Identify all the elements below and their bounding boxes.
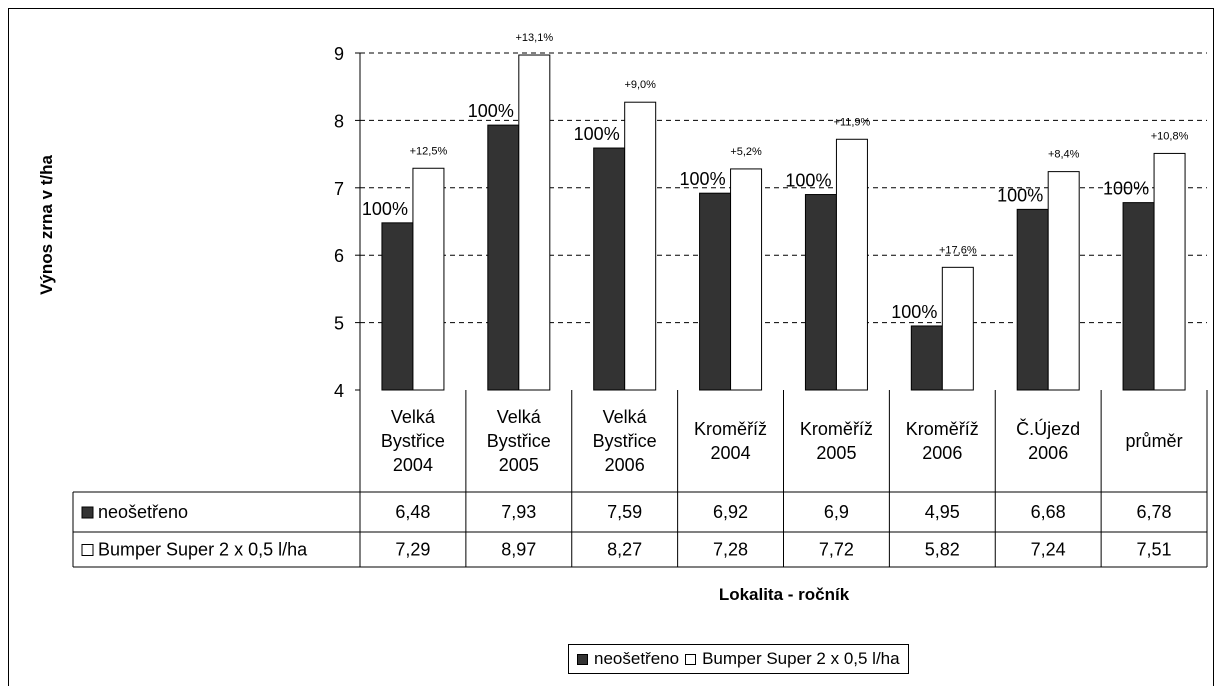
y-tick-label: 8: [334, 111, 344, 131]
x-tick-label: 2006: [922, 443, 962, 463]
table-cell-value: 8,97: [501, 540, 536, 560]
x-tick-label: 2005: [499, 455, 539, 475]
table-cell-value: 6,78: [1137, 502, 1172, 522]
x-tick-label: Kroměříž: [906, 419, 979, 439]
legend-label-bumper: Bumper Super 2 x 0,5 l/ha: [702, 649, 900, 668]
x-tick-label: 2004: [393, 455, 433, 475]
table-cell-value: 6,9: [824, 502, 849, 522]
bar-annotation-increase: +11,9%: [834, 116, 871, 128]
bar-annotation-increase: +10,8%: [1151, 130, 1189, 142]
bar-bumper: [1153, 152, 1186, 391]
table-cell-value: 8,27: [607, 540, 642, 560]
legend-swatch-neosetreno: [577, 653, 588, 665]
bar-annotation-percent: 100%: [680, 169, 726, 189]
legend-label-neosetreno: neošetřeno: [594, 649, 680, 668]
x-tick-label: Bystřice: [487, 431, 551, 451]
bar-annotation-percent: 100%: [891, 302, 937, 322]
bar-annotation-increase: +12,5%: [410, 145, 448, 157]
table-cell-value: 4,95: [925, 502, 960, 522]
bar-annotation-increase: +9,0%: [624, 79, 656, 91]
bar-neosetreno: [381, 222, 414, 391]
bar-annotation-increase: +8,4%: [1048, 149, 1080, 161]
table-cell-value: 7,29: [395, 540, 430, 560]
x-tick-label: Kroměříž: [694, 419, 767, 439]
table-cell-value: 7,59: [607, 502, 642, 522]
x-tick-label: Bystřice: [381, 431, 445, 451]
legend-swatch-bumper: [685, 653, 697, 665]
bar-bumper: [941, 266, 974, 391]
bar-bumper: [412, 167, 445, 391]
x-tick-label: Kroměříž: [800, 419, 873, 439]
table-cell-value: 7,28: [713, 540, 748, 560]
bar-annotation-percent: 100%: [362, 199, 408, 219]
x-tick-label: Velká: [391, 407, 436, 427]
table-cell-value: 7,24: [1031, 540, 1066, 560]
x-tick-label: 2005: [816, 443, 856, 463]
bar-neosetreno: [1122, 202, 1155, 391]
x-axis-title: Lokalita - ročník: [719, 585, 850, 604]
bar-annotation-percent: 100%: [1103, 179, 1149, 199]
bar-bumper: [835, 138, 868, 391]
bar-bumper: [1047, 171, 1080, 391]
table-cell-value: 6,92: [713, 502, 748, 522]
bar-neosetreno: [1016, 208, 1049, 391]
y-tick-label: 7: [334, 179, 344, 199]
legend: neošetřeno Bumper Super 2 x 0,5 l/ha: [568, 644, 909, 674]
bar-annotation-percent: 100%: [997, 185, 1043, 205]
y-tick-label: 9: [334, 44, 344, 64]
bar-annotation-increase: +17,6%: [939, 244, 977, 256]
y-tick-label: 4: [334, 381, 344, 401]
table-cell-value: 7,72: [819, 540, 854, 560]
bar-bumper: [518, 54, 551, 391]
bar-annotation-increase: +5,2%: [730, 146, 762, 158]
bar-neosetreno: [699, 192, 732, 391]
y-tick-label: 6: [334, 246, 344, 266]
chart-frame: [8, 8, 1214, 686]
table-cell-value: 7,51: [1137, 540, 1172, 560]
bar-annotation-percent: 100%: [785, 171, 831, 191]
bar-annotation-percent: 100%: [468, 101, 514, 121]
x-tick-label: průměr: [1126, 431, 1183, 451]
y-tick-label: 5: [334, 314, 344, 334]
x-tick-label: 2006: [1028, 443, 1068, 463]
table-row-label: neošetřeno: [98, 502, 188, 522]
table-row-swatch: [81, 506, 94, 519]
bar-neosetreno: [910, 325, 943, 391]
bar-bumper: [624, 101, 657, 391]
y-axis-title: Výnos zrna v t/ha: [37, 155, 56, 295]
x-tick-label: 2004: [711, 443, 751, 463]
table-row-label: Bumper Super 2 x 0,5 l/ha: [98, 540, 308, 560]
x-tick-label: Velká: [497, 407, 542, 427]
bar-neosetreno: [593, 147, 626, 391]
bar-annotation-increase: +13,1%: [516, 32, 554, 44]
table-cell-value: 6,48: [395, 502, 430, 522]
bar-annotation-percent: 100%: [574, 124, 620, 144]
x-tick-label: Č.Újezd: [1016, 418, 1080, 439]
table-cell-value: 5,82: [925, 540, 960, 560]
x-tick-label: Bystřice: [593, 431, 657, 451]
bar-neosetreno: [487, 124, 520, 391]
bar-bumper: [730, 168, 763, 391]
x-tick-label: 2006: [605, 455, 645, 475]
table-cell-value: 6,68: [1031, 502, 1066, 522]
bar-neosetreno: [804, 194, 837, 391]
x-tick-label: Velká: [603, 407, 648, 427]
table-row-swatch: [81, 544, 94, 556]
table-cell-value: 7,93: [501, 502, 536, 522]
